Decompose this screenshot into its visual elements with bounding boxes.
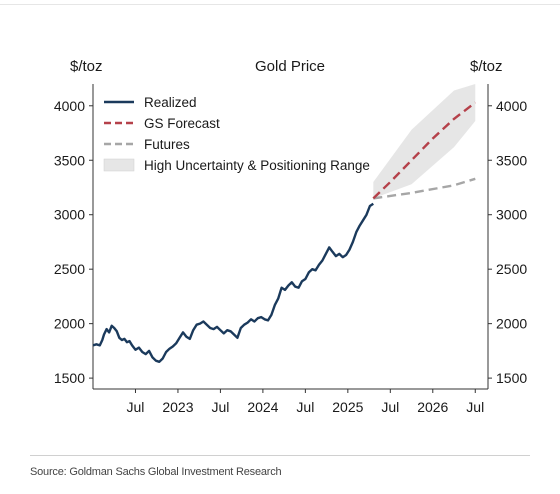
x-tick-label: 2024 [247, 399, 278, 415]
legend-label-uncertainty-range: High Uncertainty & Positioning Range [144, 158, 370, 173]
y-tick-label-right: 3000 [496, 207, 527, 223]
top-divider [0, 4, 560, 5]
legend-swatch-uncertainty-range [103, 158, 135, 172]
source-note: Source: Goldman Sachs Global Investment … [30, 466, 282, 478]
y-tick-label-right: 1500 [496, 370, 527, 386]
series-layer [92, 101, 477, 363]
axes: 1500 1500 2000 2000 2500 2500 3000 3000 3500 3500… [54, 84, 527, 415]
y-tick-label-right: 4000 [496, 98, 527, 114]
y-tick-label-right: 2000 [496, 316, 527, 332]
y-tick-label-left: 2000 [54, 316, 85, 332]
left-axis-unit-label: $/toz [70, 58, 103, 75]
y-tick-label-left: 3000 [54, 207, 85, 223]
x-tick-label: Jul [127, 399, 145, 415]
x-tick-label: Jul [211, 399, 229, 415]
futures-line [373, 177, 476, 200]
y-tick-label-left: 1500 [54, 370, 85, 386]
y-tick-label-left: 2500 [54, 261, 85, 277]
legend-label-futures: Futures [144, 137, 190, 152]
x-tick-label: Jul [466, 399, 484, 415]
source-divider [30, 455, 530, 456]
chart-title: Gold Price [255, 58, 325, 75]
right-axis-unit-label: $/toz [470, 58, 503, 75]
uncertainty-band-layer [373, 84, 476, 199]
x-tick-label: Jul [381, 399, 399, 415]
x-tick-label: Jul [296, 399, 314, 415]
x-tick-label: 2026 [417, 399, 448, 415]
y-tick-label-left: 3500 [54, 152, 85, 168]
realized-line [92, 202, 374, 363]
uncertainty-band [373, 84, 476, 199]
x-tick-label: 2025 [332, 399, 363, 415]
x-tick-label: 2023 [162, 399, 193, 415]
y-tick-label-right: 2500 [496, 261, 527, 277]
y-tick-label-right: 3500 [496, 152, 527, 168]
legend: Realized GS Forecast Futures High Uncertain… [103, 95, 370, 173]
y-tick-label-left: 4000 [54, 98, 85, 114]
legend-label-gs-forecast: GS Forecast [144, 116, 220, 131]
gs-forecast-line [372, 101, 477, 200]
legend-label-realized: Realized [144, 95, 197, 110]
